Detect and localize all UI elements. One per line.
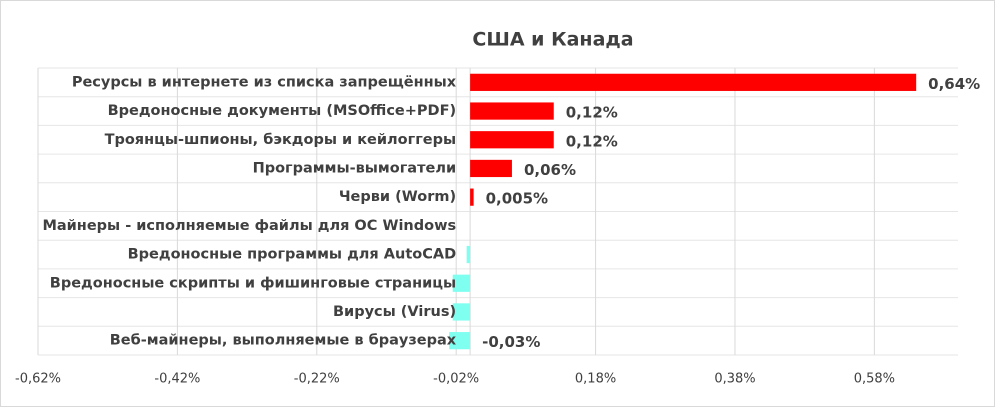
- category-label: Ресурсы в интернете из списка запрещённы…: [72, 74, 457, 90]
- bar: [470, 73, 917, 91]
- value-label: 0,12%: [566, 132, 618, 150]
- x-tick-label: -0,22%: [294, 372, 340, 387]
- category-label: Веб-майнеры, выполняемые в браузерах: [110, 333, 457, 349]
- x-tick-label: -0,62%: [15, 372, 61, 387]
- x-tick-label: -0,02%: [433, 372, 479, 387]
- bar: [449, 332, 471, 350]
- bar: [470, 188, 474, 206]
- chart-title: США и Канада: [472, 29, 633, 51]
- bar: [466, 245, 471, 264]
- category-label: Вредоносные программы для AutoCAD: [128, 247, 457, 263]
- category-label: Вирусы (Virus): [333, 304, 456, 320]
- bar: [470, 102, 554, 120]
- category-label: Вредоносные скрипты и фишинговые страниц…: [50, 275, 456, 291]
- category-label: Троянцы-шпионы, бэкдоры и кейлоггеры: [105, 132, 457, 148]
- value-label: 0,12%: [566, 104, 618, 122]
- bar: [470, 159, 512, 178]
- value-label: 0,06%: [524, 161, 576, 179]
- value-label: 0,64%: [928, 75, 980, 93]
- x-tick-label: 0,58%: [854, 372, 895, 387]
- bar: [452, 274, 471, 292]
- bar: [470, 131, 554, 149]
- category-label: Программы-вымогатели: [253, 160, 457, 176]
- x-tick-label: 0,38%: [714, 372, 755, 387]
- bar: [452, 303, 471, 321]
- x-tick-label: 0,18%: [575, 372, 616, 387]
- category-label: Вредоносные документы (MSOffice+PDF): [108, 103, 457, 119]
- category-label: Черви (Worm): [339, 189, 456, 205]
- x-tick-label: -0,42%: [154, 372, 200, 387]
- value-label: 0,005%: [486, 190, 548, 208]
- category-label: Майнеры - исполняемые файлы для ОС Windo…: [42, 218, 456, 234]
- value-label: -0,03%: [482, 333, 540, 351]
